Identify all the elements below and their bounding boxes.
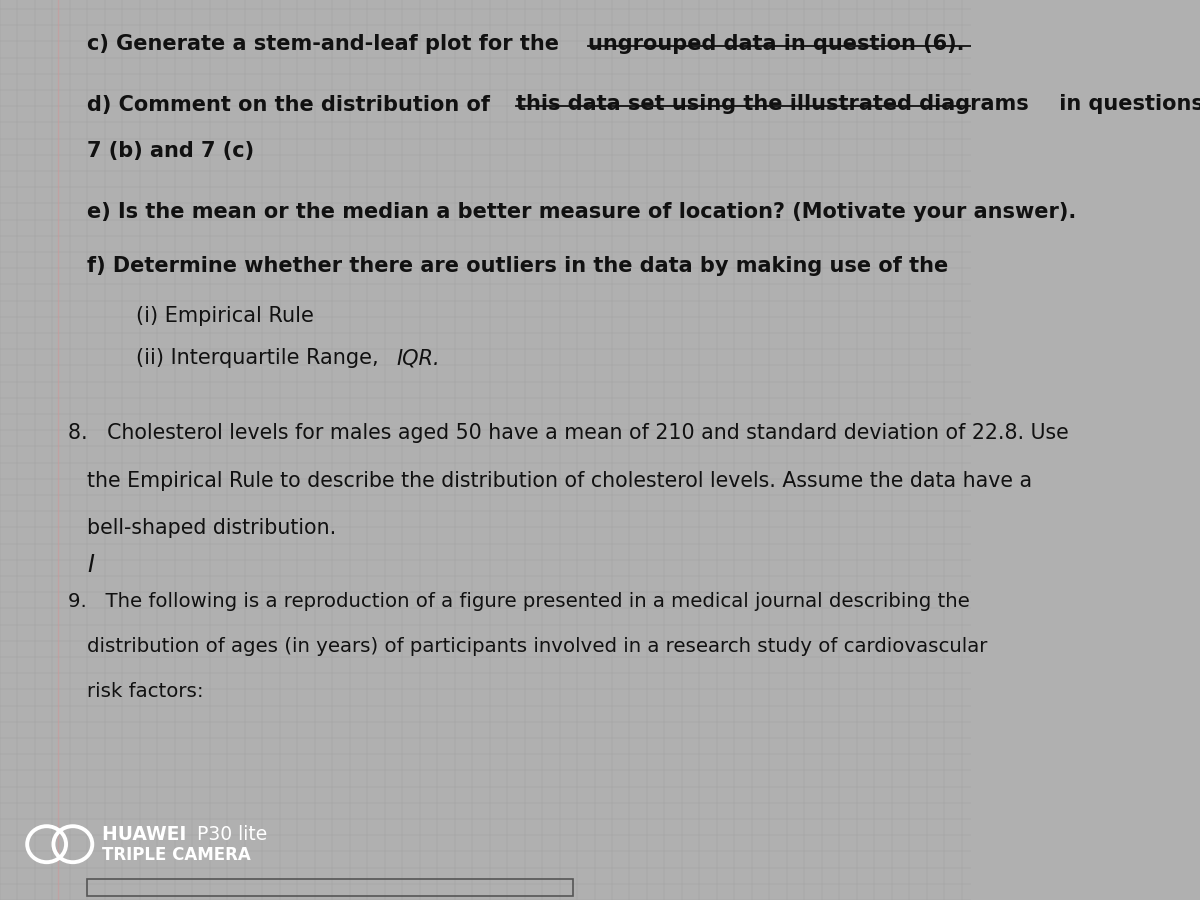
- Text: in questions: in questions: [1051, 94, 1200, 114]
- Text: 7 (b) and 7 (c): 7 (b) and 7 (c): [88, 141, 254, 161]
- Text: bell-shaped distribution.: bell-shaped distribution.: [88, 518, 337, 537]
- Text: IQR.: IQR.: [396, 348, 440, 368]
- Text: I: I: [88, 554, 95, 578]
- Text: f) Determine whether there are outliers in the data by making use of the: f) Determine whether there are outliers …: [88, 256, 949, 276]
- Text: risk factors:: risk factors:: [88, 682, 204, 701]
- Text: (i) Empirical Rule: (i) Empirical Rule: [136, 306, 314, 326]
- Text: HUAWEI: HUAWEI: [102, 824, 193, 844]
- Text: HUAWEI: HUAWEI: [102, 824, 193, 844]
- Bar: [88, 879, 574, 896]
- Text: c) Generate a stem-and-leaf plot for the: c) Generate a stem-and-leaf plot for the: [88, 34, 566, 54]
- Text: this data set using the illustrated diagrams: this data set using the illustrated diag…: [516, 94, 1028, 114]
- Text: P30 lite: P30 lite: [197, 824, 268, 844]
- Text: d) Comment on the distribution of: d) Comment on the distribution of: [88, 94, 498, 114]
- Text: distribution of ages (in years) of participants involved in a research study of : distribution of ages (in years) of parti…: [88, 637, 988, 656]
- Text: e) Is the mean or the median a better measure of location? (Motivate your answer: e) Is the mean or the median a better me…: [88, 202, 1076, 221]
- Text: TRIPLE CAMERA: TRIPLE CAMERA: [102, 846, 251, 864]
- Text: (ii) Interquartile Range,: (ii) Interquartile Range,: [136, 348, 385, 368]
- Text: 8.   Cholesterol levels for males aged 50 have a mean of 210 and standard deviat: 8. Cholesterol levels for males aged 50 …: [68, 423, 1069, 443]
- Text: ungrouped data in question (6).: ungrouped data in question (6).: [588, 34, 965, 54]
- Text: the Empirical Rule to describe the distribution of cholesterol levels. Assume th: the Empirical Rule to describe the distr…: [88, 471, 1032, 491]
- Text: 9.   The following is a reproduction of a figure presented in a medical journal : 9. The following is a reproduction of a …: [68, 592, 970, 611]
